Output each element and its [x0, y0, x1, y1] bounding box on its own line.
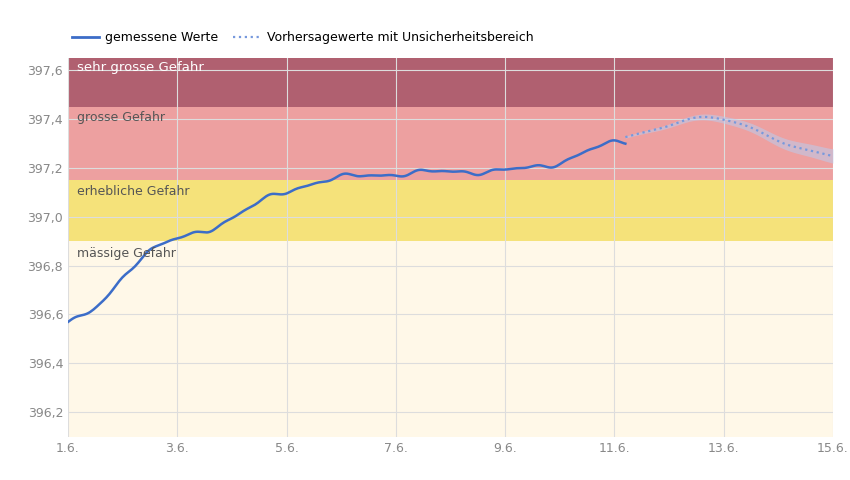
Text: erhebliche Gefahr: erhebliche Gefahr	[77, 185, 190, 198]
Text: mässige Gefahr: mässige Gefahr	[77, 247, 176, 260]
Bar	[68, 58, 833, 107]
Bar	[68, 107, 833, 180]
Bar	[68, 241, 833, 437]
Text: grosse Gefahr: grosse Gefahr	[77, 111, 165, 124]
Legend: gemessene Werte, Vorhersagewerte mit Unsicherheitsbereich: gemessene Werte, Vorhersagewerte mit Uns…	[66, 26, 539, 49]
Bar	[68, 180, 833, 241]
Text: sehr grosse Gefahr: sehr grosse Gefahr	[77, 61, 204, 74]
